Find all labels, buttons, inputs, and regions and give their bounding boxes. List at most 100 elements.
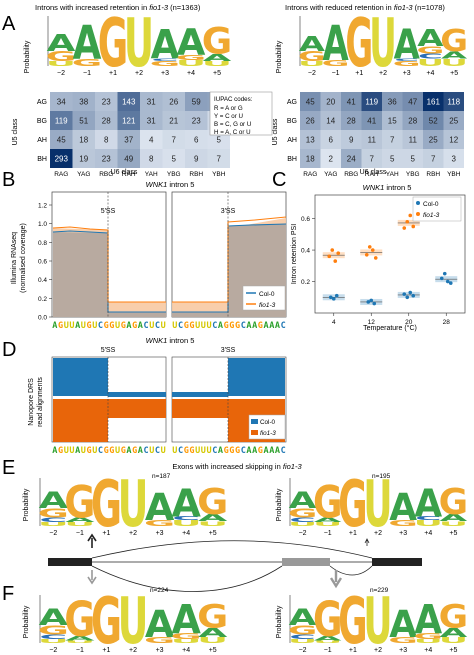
heatmap-value: 119 xyxy=(365,98,378,107)
panel-d-left-col0-reads xyxy=(53,358,108,396)
panel-c-legend-col0: Col-0 xyxy=(423,201,439,208)
panel-label-b: B xyxy=(2,169,15,191)
logo-letter: C xyxy=(151,58,178,62)
logo-letter: G xyxy=(313,475,342,528)
heatmap-value: 6 xyxy=(329,136,334,145)
logo-letter: U xyxy=(118,585,149,655)
heatmap-cell xyxy=(300,111,321,130)
heatmap-cell xyxy=(443,130,464,149)
heatmap-cell xyxy=(95,92,118,111)
logo-position-label: +4 xyxy=(424,530,432,537)
heatmap-value: 23 xyxy=(102,155,111,164)
inclusion-junction-arc-2 xyxy=(329,565,373,576)
logo-letter: A xyxy=(414,480,442,525)
sequence-base: G xyxy=(132,321,137,331)
heatmap-value: 121 xyxy=(122,117,136,126)
heatmap-value: 5 xyxy=(390,155,395,164)
heatmap-cell xyxy=(382,149,403,168)
heatmap-cell xyxy=(423,149,444,168)
heatmap-cell xyxy=(117,92,140,111)
logo-letter: C xyxy=(418,52,443,60)
logo-position-label: +5 xyxy=(450,70,458,77)
logo-letter: G xyxy=(197,598,228,635)
data-point xyxy=(439,276,444,281)
heatmap-cell xyxy=(300,130,321,149)
logo-letter: G xyxy=(388,519,417,528)
sequence-base: G xyxy=(258,446,263,456)
data-point xyxy=(370,248,375,252)
iupac-line: Y = C or U xyxy=(214,113,243,120)
logo-letter: G xyxy=(338,468,367,542)
exon-skipping-diagram xyxy=(48,533,422,592)
heatmap-value: 28 xyxy=(408,117,417,126)
heatmap-value: 8 xyxy=(149,155,154,164)
panel-a-left-title: Introns with increased retention in fio1… xyxy=(35,3,201,12)
iupac-line: B = C, G or U xyxy=(214,121,251,128)
heatmap-value: 15 xyxy=(388,117,397,126)
heatmap-value: 11 xyxy=(368,136,377,145)
logo-letter: U xyxy=(369,5,397,82)
heatmap-cell xyxy=(207,149,230,168)
logo-letter: G xyxy=(298,49,326,65)
sequence-base: G xyxy=(109,321,114,331)
downstream-exon xyxy=(372,558,422,566)
heatmap-cell xyxy=(140,130,163,149)
heatmap-row-label: AH xyxy=(37,137,47,144)
panel-b-5ss-label: 5'SS xyxy=(101,208,116,215)
logo-position-label: −1 xyxy=(324,530,332,537)
data-point xyxy=(411,293,416,298)
heatmap-cell xyxy=(300,92,321,111)
heatmap-value: 23 xyxy=(102,98,111,107)
logo-position-label: +4 xyxy=(187,70,195,77)
sequence-base: G xyxy=(184,321,189,331)
logo-position-label: −1 xyxy=(332,70,340,77)
logo-letter: G xyxy=(150,60,180,68)
logo-letter: A xyxy=(151,22,180,69)
logo-position-label: +1 xyxy=(349,647,357,654)
logo-letter: A xyxy=(203,52,232,63)
sequence-base: U xyxy=(115,321,120,331)
heatmap-col-label: YAG xyxy=(77,171,90,178)
sequence-base: G xyxy=(58,446,63,456)
heatmap-col-label: YAH xyxy=(386,171,399,178)
logo-letter: A xyxy=(441,49,468,61)
sequence-base: G xyxy=(229,446,234,456)
heatmap-value: 161 xyxy=(427,98,441,107)
y-tick-label: 0.6 xyxy=(38,259,47,266)
logo-letter: A xyxy=(389,486,418,530)
logo-letter: G xyxy=(338,585,367,655)
panel-b-left-col-area xyxy=(53,232,166,317)
sequence-base: U xyxy=(64,446,69,456)
logo-letter: A xyxy=(289,605,318,631)
logo-letter: C xyxy=(39,517,67,524)
heatmap-value: 41 xyxy=(367,117,376,126)
logo-letter: G xyxy=(46,49,76,65)
x-tick-label: 28 xyxy=(443,319,451,326)
logo-letter: G xyxy=(288,506,317,521)
sequence-base: C xyxy=(212,321,217,331)
sequence-base: G xyxy=(184,446,189,456)
logo-position-label: +5 xyxy=(449,647,457,654)
heatmap-cell xyxy=(185,130,208,149)
logo-letter: U xyxy=(313,640,342,644)
heatmap-value: 7 xyxy=(217,155,222,164)
x-tick-label: 4 xyxy=(332,319,336,326)
heatmap-cell xyxy=(341,130,362,149)
logo-letter: G xyxy=(91,468,122,542)
logo-letter: U xyxy=(288,521,317,527)
sequence-base: A xyxy=(126,321,131,331)
panel-label-f: F xyxy=(2,583,14,605)
heatmap-cell xyxy=(162,130,185,149)
panel-d-right-fio-retained xyxy=(172,399,228,418)
logo-letter: C xyxy=(172,516,200,522)
heatmap-col-label: RAH xyxy=(122,171,136,178)
panel-c-ylabel: Intron retention PSI xyxy=(291,224,298,284)
y-tick-label: 0.6 xyxy=(301,216,310,223)
heatmap-value: 7 xyxy=(431,155,436,164)
panel-d-5ss-label: 5'SS xyxy=(101,347,116,354)
panel-c-axes: 0.2 0.4 0.6 4 12 20 28 xyxy=(301,216,450,326)
heatmap-value: 24 xyxy=(347,155,356,164)
logo-letter: G xyxy=(197,481,228,522)
heatmap-value: 118 xyxy=(447,98,460,107)
data-point xyxy=(364,252,369,257)
